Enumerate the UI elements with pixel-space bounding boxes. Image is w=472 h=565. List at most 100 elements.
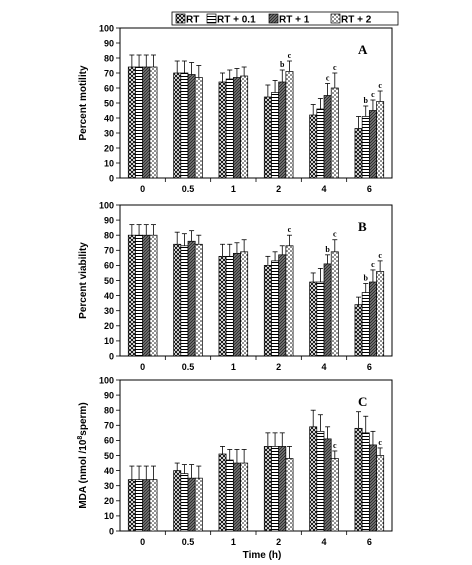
- bar-rt-1-0-5: [187, 477, 196, 532]
- y-tick-label: 60: [104, 261, 114, 271]
- bar-rt-1: [218, 81, 227, 179]
- y-tick-label: 70: [104, 421, 114, 431]
- bar-rt-0-1-0: [135, 66, 144, 179]
- bar-rt-1-1: [232, 462, 241, 532]
- bar-rt-2-4: [330, 251, 339, 357]
- significance-label: b: [325, 245, 330, 254]
- x-tick-label-6: 6: [367, 537, 372, 547]
- legend-label-rt-2: RT + 2: [341, 15, 372, 26]
- bar-rt-2-1: [240, 462, 249, 532]
- bar-rt-1: [218, 255, 227, 357]
- y-tick-label: 60: [104, 436, 114, 446]
- bar-rt-0-1-4: [316, 430, 325, 532]
- x-tick-label-0-5: 0.5: [182, 537, 195, 547]
- y-tick-label: 0: [109, 351, 114, 361]
- bar-rt-2: [263, 265, 272, 357]
- bar-rt-2-1: [240, 251, 249, 357]
- bar-rt-0-5: [173, 470, 182, 532]
- bar-rt-1-2: [278, 254, 287, 357]
- bar-rt-4: [309, 114, 318, 179]
- bar-rt-1-0: [142, 234, 151, 357]
- bar-rt-1-4: [323, 438, 332, 532]
- bar-rt-2-0-5: [194, 77, 203, 179]
- bar-rt-0: [127, 66, 136, 179]
- x-tick-label-0: 0: [140, 537, 145, 547]
- y-tick-label: 0: [109, 526, 114, 536]
- bar-rt-1: [218, 453, 227, 532]
- bar-rt-0: [127, 479, 136, 532]
- significance-label: b: [364, 274, 369, 283]
- x-tick-label-0-5: 0.5: [182, 184, 195, 194]
- bar-rt-2-0: [149, 479, 158, 532]
- bar-rt-1-4: [323, 95, 332, 179]
- bar-rt-2-6: [376, 455, 385, 532]
- bar-rt-0: [127, 234, 136, 357]
- y-tick-label: 30: [104, 128, 114, 138]
- bar-rt-0-1-2: [271, 446, 280, 532]
- bar-rt-1-0-5: [187, 74, 196, 179]
- bar-rt-1-1: [232, 77, 241, 179]
- y-tick-label: 50: [104, 451, 114, 461]
- bar-rt-2-1: [240, 75, 249, 179]
- y-tick-label: 70: [104, 246, 114, 256]
- x-tick-label-6: 6: [367, 362, 372, 372]
- bar-rt-2-2: [285, 245, 294, 357]
- bar-rt-0-5: [173, 243, 182, 357]
- bar-rt-0-1-2: [271, 260, 280, 357]
- bar-rt-1-2: [278, 446, 287, 532]
- y-tick-label: 30: [104, 306, 114, 316]
- significance-label: c: [326, 74, 330, 83]
- x-tick-label-6: 6: [367, 184, 372, 194]
- legend-label-rt: RT: [186, 15, 199, 26]
- y-tick-label: 80: [104, 406, 114, 416]
- y-tick-label: 80: [104, 231, 114, 241]
- legend-label-rt-1: RT + 1: [279, 15, 310, 26]
- bar-rt-6: [354, 304, 363, 357]
- y-tick-label: 40: [104, 291, 114, 301]
- bar-rt-2: [263, 446, 272, 532]
- significance-label: b: [280, 60, 285, 69]
- x-tick-label-2: 2: [276, 184, 281, 194]
- bar-rt-0-1-4: [316, 108, 325, 179]
- y-tick-label: 20: [104, 496, 114, 506]
- y-tick-label: 20: [104, 321, 114, 331]
- y-tick-label: 0: [109, 173, 114, 183]
- bar-rt-2-0: [149, 66, 158, 179]
- legend-label-rt-0-1: RT + 0.1: [217, 15, 256, 26]
- bar-rt-2: [263, 96, 272, 179]
- panel-label: A: [358, 42, 368, 57]
- bar-rt-4: [309, 281, 318, 357]
- bar-rt-1-6: [368, 281, 377, 357]
- bar-rt-1-0: [142, 66, 151, 179]
- y-tick-label: 40: [104, 113, 114, 123]
- legend-swatch-rt: [175, 13, 186, 24]
- x-tick-label-2: 2: [276, 362, 281, 372]
- legend-swatch-rt-0-1: [206, 13, 217, 24]
- bar-rt-2-2: [285, 71, 294, 179]
- bar-rt-2-6: [376, 101, 385, 179]
- significance-label: c: [371, 90, 375, 99]
- bar-rt-1-1: [232, 252, 241, 357]
- plot-frame: [119, 379, 393, 532]
- bar-rt-0-5: [173, 72, 182, 179]
- y-tick-label: 80: [104, 53, 114, 63]
- y-tick-label: 100: [99, 23, 114, 33]
- legend-frame: [171, 11, 399, 26]
- bar-rt-0-1-1: [225, 255, 234, 357]
- x-tick-label-4: 4: [321, 184, 326, 194]
- x-axis-title: Time (h): [243, 550, 282, 561]
- y-tick-label: 60: [104, 83, 114, 93]
- significance-label: c: [333, 63, 337, 72]
- bar-rt-1-4: [323, 263, 332, 357]
- bar-rt-2-4: [330, 87, 339, 179]
- significance-label: b: [364, 96, 369, 105]
- bar-rt-0-1-1: [225, 459, 234, 532]
- significance-label: c: [371, 260, 375, 269]
- y-tick-label: 30: [104, 481, 114, 491]
- significance-label: c: [333, 230, 337, 239]
- bar-rt-0-1-6: [361, 116, 370, 179]
- bar-rt-2-0-5: [194, 477, 203, 532]
